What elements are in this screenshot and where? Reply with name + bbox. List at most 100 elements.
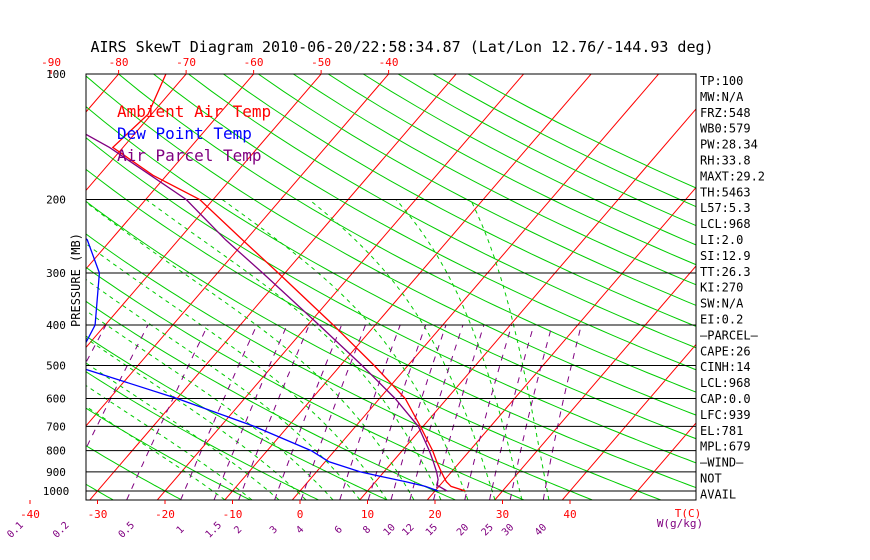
mixing-ratio-line [300,324,366,500]
mixing-ratio-line [509,324,553,500]
top-temp-tick-label: -90 [41,56,61,69]
dry-adiabat-line [86,137,696,464]
mixing-ratio-line [464,324,513,500]
dry-adiabat-line [86,483,114,500]
pressure-tick-label: 300 [46,267,66,280]
top-temp-tick-label: -80 [109,56,129,69]
x-axis-title: T(C) [675,507,702,520]
mixing-ratio-label: 25 [480,522,496,538]
mixing-ratio-label: 1 [175,524,187,536]
index-entry: AVAIL [700,487,736,501]
mixing-ratio-label: 2 [232,524,244,536]
moist-adiabat-line [86,243,388,500]
pressure-tick-label: 200 [46,194,66,207]
index-entry: CINH:14 [700,360,751,374]
isotherm-line [359,108,696,500]
bottom-temp-tick-label: -10 [223,508,243,521]
bottom-temp-tick-label: -30 [88,508,108,521]
isotherm-line [157,74,525,500]
dry-adiabat-line [153,74,696,371]
legend-entry: Dew Point Temp [117,124,252,143]
pressure-tick-label: 100 [46,68,66,81]
mixing-ratio-label: 15 [424,522,440,538]
index-entry: TH:5463 [700,185,751,199]
top-temp-tick-label: -60 [244,56,264,69]
dry-adiabat-line [86,233,593,500]
isotherm-line [86,74,187,192]
isotherm-line [224,74,592,500]
isotherm-line [86,74,255,270]
dry-adiabat-line [86,371,319,500]
bottom-temp-tick-label: 20 [428,508,441,521]
mixing-ratio-label: 4 [294,524,306,536]
mixing-ratio-label: 30 [500,522,516,538]
mixing-ratio-line [433,324,485,500]
dry-adiabat-line [86,200,661,500]
mixing-ratio-line [180,324,258,500]
bottom-temp-tick-label: -20 [155,508,175,521]
isotherm-line [629,422,696,500]
dry-adiabat-line [86,106,696,440]
bottom-temp-tick-label: 40 [563,508,576,521]
index-entry: MPL:679 [700,440,751,454]
index-entry: EL:781 [700,424,743,438]
pressure-tick-label: 1000 [43,485,70,498]
index-entry: SI:12.9 [700,249,751,263]
bottom-temp-tick-label: 0 [297,508,304,521]
index-entry: PW:28.34 [700,138,758,152]
mixing-ratio-unit: W(g/kg) [657,517,703,530]
top-temp-tick-label: -40 [379,56,399,69]
mixing-ratio-line [390,324,447,500]
mixing-ratio-line [367,324,427,500]
dry-adiabat-line [258,74,696,306]
index-entry: FRZ:548 [700,106,751,120]
series-line-air-parcel-temp [86,133,448,492]
isotherm-line [494,265,696,500]
dry-adiabat-line [86,168,696,489]
pressure-tick-label: 600 [46,392,66,405]
moist-adiabat-line [221,199,469,500]
mixing-ratio-line [409,324,464,500]
index-entry: TP:100 [700,74,743,88]
dry-adiabat-line [467,74,696,189]
dry-adiabat-line [223,74,696,327]
moist-adiabat-line [86,384,253,500]
mixing-ratio-label: 8 [361,524,373,536]
top-temp-tick-label: -50 [311,56,331,69]
mixing-ratio-line [542,324,582,500]
index-entry: LFC:939 [700,408,751,422]
isotherm-line [562,343,696,500]
isotherm-line [86,74,322,349]
stability-indices-panel: TP:100 MW:N/A FRZ:548 WB0:579 PW:28.34 RH:33.… [700,74,765,501]
index-entry: MW:N/A [700,90,744,104]
pressure-tick-label: 700 [46,420,66,433]
background-grid [86,74,696,500]
moist-adiabat-line [86,201,415,500]
mixing-ratio-label: 6 [333,524,345,536]
bottom-temp-tick-label: 30 [496,508,509,521]
moist-adiabat-line [86,278,361,500]
legend: Ambient Air Temp Dew Point Temp Air Parcel… [117,102,271,165]
isotherm-line [89,74,457,500]
index-entry: LCL:968 [700,376,751,390]
pressure-tick-label: 400 [46,319,66,332]
legend-entry: Air Parcel Temp [117,146,262,165]
dry-adiabat-line [118,74,696,393]
index-entry: NOT [700,472,722,486]
moist-adiabat-line [145,199,442,500]
pressure-tick-label: 900 [46,466,66,479]
top-temp-tick-label: -70 [176,56,196,69]
index-entry: CAPE:26 [700,344,751,358]
mixing-ratio-line [86,324,149,450]
dry-adiabat-line [86,407,251,500]
mixing-ratio-label: 0.2 [51,520,72,541]
index-entry: L57:5.3 [700,201,751,215]
dry-adiabat-line [86,300,456,500]
index-entry: SW:N/A [700,297,744,311]
index-entry: RH:33.8 [700,154,751,168]
mixing-ratio-label: 1.5 [204,520,225,541]
isotherm-line [86,74,390,427]
index-entry: TT:26.3 [700,265,751,279]
index-entry: CAP:0.0 [700,392,751,406]
